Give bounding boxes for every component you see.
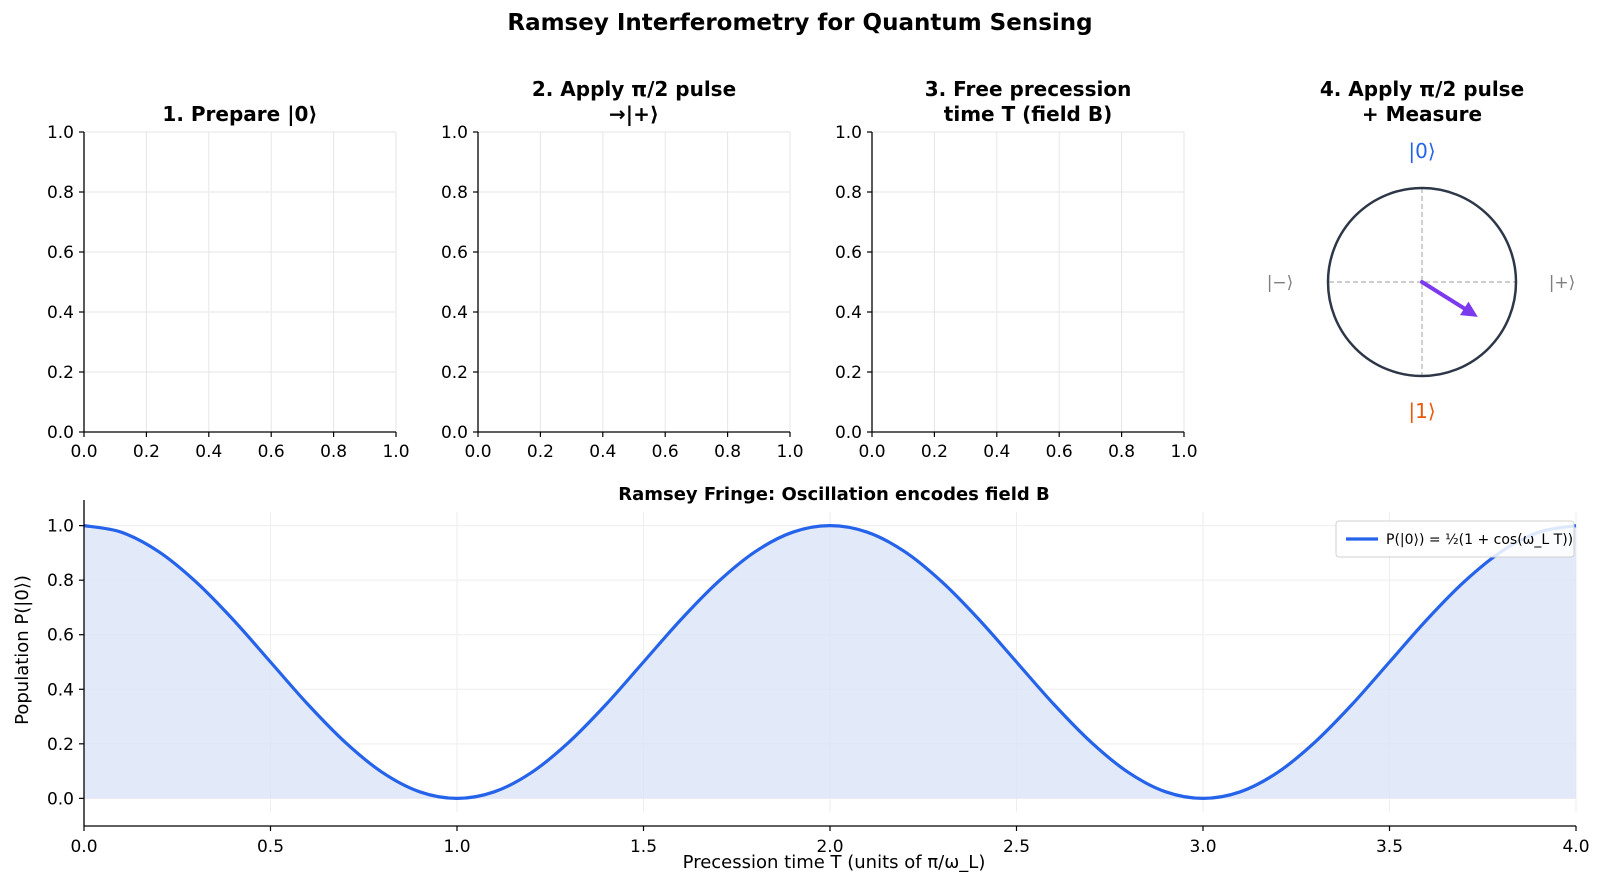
panel-2-xtick-label: 0.8 xyxy=(714,442,741,462)
bloch-panel: 4. Apply π/2 pulse + Measure |0⟩ |1⟩ |−⟩… xyxy=(1267,77,1576,423)
legend-entry: P(|0⟩) = ½(1 + cos(ω_L T)) xyxy=(1386,532,1573,548)
ramsey-fringe-chart: Ramsey Fringe: Oscillation encodes field… xyxy=(12,484,1590,873)
chart-xtick-label: 2.5 xyxy=(1003,837,1030,857)
fringe-fill-area xyxy=(84,525,1576,799)
chart-ytick-label: 0.8 xyxy=(47,571,74,591)
panel-1-xtick-label: 0.0 xyxy=(70,442,97,462)
panel-1-xtick-label: 0.6 xyxy=(258,442,285,462)
panel-1-xtick-label: 0.8 xyxy=(320,442,347,462)
state-vector-arrow xyxy=(1420,280,1467,311)
fringe-series-line xyxy=(83,524,1577,800)
panel-3-ytick-label: 0.6 xyxy=(835,243,862,263)
x-axis-label: Precession time T (units of π/ω_L) xyxy=(683,852,986,873)
panel-3-xtick-label: 0.0 xyxy=(858,442,885,462)
ket-zero-label: |0⟩ xyxy=(1408,139,1435,163)
chart-title: Ramsey Fringe: Oscillation encodes field… xyxy=(618,484,1050,505)
chart-xtick-label: 0.5 xyxy=(257,837,284,857)
panel-3-ytick-label: 0.4 xyxy=(835,303,862,323)
panel-3-xtick-label: 0.4 xyxy=(983,442,1010,462)
panel-2-xtick-label: 0.6 xyxy=(652,442,679,462)
bloch-circle xyxy=(1326,186,1518,378)
panel-2-xtick-label: 0.0 xyxy=(464,442,491,462)
chart-ytick-label: 0.2 xyxy=(47,735,74,755)
panel-2-xtick-label: 1.0 xyxy=(776,442,803,462)
y-axis-label: Population P(|0⟩) xyxy=(12,575,33,725)
chart-legend: P(|0⟩) = ½(1 + cos(ω_L T)) xyxy=(1335,520,1575,558)
x-axis-ticks: 0.0 0.5 1.0 1.5 2.0 2.5 3.0 3.5 4.0 xyxy=(70,826,1590,857)
panel-1-ytick-label: 0.8 xyxy=(47,183,74,203)
chart-ytick-label: 0.4 xyxy=(47,680,74,700)
panel-1-ytick-label: 1.0 xyxy=(47,123,74,143)
top-panels: 1. Prepare |0⟩0.00.00.20.20.40.40.60.60.… xyxy=(47,77,1198,462)
panel-3-xtick-label: 0.6 xyxy=(1046,442,1073,462)
chart-ytick-label: 0.0 xyxy=(47,789,74,809)
empty-panel-1: 1. Prepare |0⟩ 0.00.0 0.2 0.2 0.4 0.4 0.6 0.6 0.… xyxy=(47,102,410,462)
bloch-title-line-2: + Measure xyxy=(1362,102,1482,126)
panel-3-xtick-label: 1.0 xyxy=(1170,442,1197,462)
panel-3-xtick-label: 0.8 xyxy=(1108,442,1135,462)
bloch-title-line-1: 4. Apply π/2 pulse xyxy=(1320,77,1524,101)
panel-1-xtick-label: 1.0 xyxy=(382,442,409,462)
chart-ytick-label: 1.0 xyxy=(47,517,74,537)
panel-3-title-line-1: 3. Free precession xyxy=(925,77,1132,101)
panel-1-title-line-1: 1. Prepare |0⟩ xyxy=(162,102,317,126)
state-vector-arrowhead xyxy=(1459,301,1478,317)
chart-xtick-label: 3.0 xyxy=(1189,837,1216,857)
chart-xtick-label: 0.0 xyxy=(70,837,97,857)
ket-minus-label: |−⟩ xyxy=(1267,273,1294,293)
panel-3-ytick-label: 0.0 xyxy=(835,423,862,443)
panel-3-ytick-label: 0.2 xyxy=(835,363,862,383)
panel-2-ytick-label: 1.0 xyxy=(441,123,468,143)
figure-title: Ramsey Interferometry for Quantum Sensin… xyxy=(507,10,1092,36)
chart-ytick-label: 0.6 xyxy=(47,626,74,646)
panel-2-ytick-label: 0.8 xyxy=(441,183,468,203)
panel-3-title-line-2: time T (field B) xyxy=(944,102,1112,126)
chart-xtick-label: 1.5 xyxy=(630,837,657,857)
panel-2-xtick-label: 0.2 xyxy=(527,442,554,462)
panel-2-title-line-2: →|+⟩ xyxy=(609,102,659,126)
chart-xtick-label: 1.0 xyxy=(443,837,470,857)
panel-2-ytick-label: 0.0 xyxy=(441,423,468,443)
panel-2-ytick-label: 0.6 xyxy=(441,243,468,263)
panel-3-ytick-label: 0.8 xyxy=(835,183,862,203)
panel-1-ytick-label: 0.4 xyxy=(47,303,74,323)
ket-plus-label: |+⟩ xyxy=(1549,273,1576,293)
panel-1-ytick-label: 0.2 xyxy=(47,363,74,383)
chart-xtick-label: 2.0 xyxy=(816,837,843,857)
ket-one-label: |1⟩ xyxy=(1408,399,1435,423)
panel-1-ytick-label: 0.6 xyxy=(47,243,74,263)
legend-box xyxy=(1335,520,1575,558)
panel-3-ytick-label: 1.0 xyxy=(835,123,862,143)
panel-3-xtick-label: 0.2 xyxy=(921,442,948,462)
panel-2-xtick-label: 0.4 xyxy=(589,442,616,462)
chart-xtick-label: 4.0 xyxy=(1562,837,1589,857)
panel-2-ytick-label: 0.2 xyxy=(441,363,468,383)
chart-xtick-label: 3.5 xyxy=(1376,837,1403,857)
y-axis-ticks: 0.0 0.2 0.4 0.6 0.8 1.0 xyxy=(47,517,84,809)
panel-1-xtick-label: 0.4 xyxy=(195,442,222,462)
empty-panel-2: 2. Apply π/2 pulse→|+⟩ 0.00.0 0.2 0.2 0.4 0.4… xyxy=(441,77,804,462)
panel-2-ytick-label: 0.4 xyxy=(441,303,468,323)
panel-1-xtick-label: 0.2 xyxy=(133,442,160,462)
panel-1-ytick-label: 0.0 xyxy=(47,423,74,443)
panel-2-title-line-1: 2. Apply π/2 pulse xyxy=(532,77,736,101)
